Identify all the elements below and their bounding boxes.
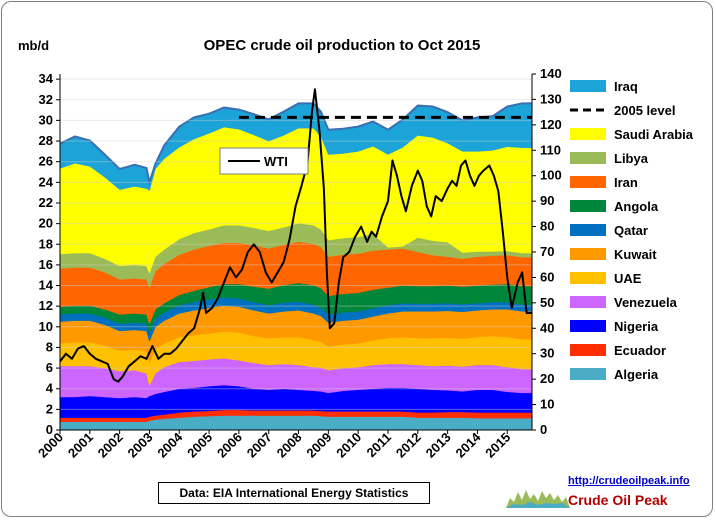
y-tick-label: 30: [39, 112, 53, 127]
y2-tick-label: 20: [540, 371, 554, 386]
x-tick-label: 2008: [274, 430, 305, 461]
legend-label-nigeria: Nigeria: [614, 319, 659, 334]
y2-tick-label: 30: [540, 346, 554, 361]
y-tick-label: 20: [39, 216, 53, 231]
x-tick-label: 2014: [452, 429, 484, 461]
y-tick-label: 0: [46, 422, 53, 437]
x-tick-label: 2011: [364, 430, 395, 461]
y-tick-label: 4: [46, 381, 54, 396]
y-axis-label: mb/d: [18, 38, 49, 53]
x-tick-label: 2015: [482, 430, 513, 461]
y2-tick-label: 70: [540, 244, 554, 259]
legend-swatch-libya: [570, 152, 606, 164]
y-tick-label: 12: [39, 298, 53, 313]
y2-tick-label: 120: [540, 117, 562, 132]
chart-title: OPEC crude oil production to Oct 2015: [204, 37, 481, 54]
x-tick-label: 2013: [423, 430, 454, 461]
y2-tick-label: 50: [540, 295, 554, 310]
site-name: Crude Oil Peak: [568, 492, 668, 508]
legend-swatch-iraq: [570, 80, 606, 92]
legend-label-qatar: Qatar: [614, 223, 648, 238]
y2-tick-label: 140: [540, 66, 562, 81]
y-tick-label: 34: [39, 71, 54, 86]
legend-label-venezuela: Venezuela: [614, 295, 678, 310]
wti-line: [59, 88, 532, 383]
legend-label-kuwait: Kuwait: [614, 247, 657, 262]
x-tick-label: 2003: [125, 430, 156, 461]
legend-label-ecuador: Ecuador: [614, 343, 666, 358]
legend: Iraq 2005 level Saudi Arabia Libya Iran Angol…: [570, 79, 694, 382]
y-tick-label: 26: [39, 154, 53, 169]
y2-tick-label: 110: [540, 142, 561, 157]
x-tick-label: 2001: [65, 430, 96, 461]
legend-swatch-saudi-arabia: [570, 128, 606, 140]
y-tick-label: 10: [39, 319, 53, 334]
y2-tick-label: 90: [540, 193, 554, 208]
y-tick-label: 16: [39, 257, 53, 272]
x-tick-label: 2009: [303, 430, 334, 461]
y-tick-label: 22: [39, 195, 53, 210]
y2-tick-label: 60: [540, 269, 554, 284]
legend-label-iraq: Iraq: [614, 79, 638, 94]
legend-label-uae: UAE: [614, 271, 642, 286]
legend-swatch-algeria: [570, 368, 606, 380]
legend-swatch-nigeria: [570, 320, 606, 332]
legend-label-iran: Iran: [614, 175, 638, 190]
y-tick-label: 6: [46, 360, 53, 375]
total-outline: [59, 102, 532, 187]
y2-tick-label: 100: [540, 168, 562, 183]
y-tick-label: 2: [46, 401, 53, 416]
source-note: Data: EIA International Energy Statistic…: [158, 482, 430, 504]
y2-tick-label: 80: [540, 219, 554, 234]
site-url-link[interactable]: http://crudeoilpeak.info: [568, 475, 690, 487]
legend-swatch-ecuador: [570, 344, 606, 356]
legend-swatch-iran: [570, 176, 606, 188]
wti-layer: [59, 88, 532, 383]
legend-label-2005-level: 2005 level: [614, 103, 675, 118]
x-tick-label: 2012: [393, 430, 424, 461]
x-tick-label: 2007: [244, 430, 275, 461]
legend-swatch-venezuela: [570, 296, 606, 308]
y-tick-label: 18: [39, 236, 53, 251]
x-tick-label: 2004: [154, 429, 186, 461]
x-tick-label: 2006: [214, 430, 245, 461]
x-tick-label: 2000: [35, 430, 66, 461]
y-tick-label: 8: [46, 339, 53, 354]
legend-swatch-kuwait: [570, 248, 606, 260]
legend-label-libya: Libya: [614, 151, 649, 166]
legend-label-angola: Angola: [614, 199, 659, 214]
legend-swatch-qatar: [570, 224, 606, 236]
y-tick-label: 14: [39, 278, 54, 293]
oil-field-logo-icon: [506, 490, 570, 508]
y-tick-label: 32: [39, 92, 53, 107]
legend-swatch-angola: [570, 200, 606, 212]
y2-tick-label: 10: [540, 397, 554, 412]
y-tick-label: 28: [39, 133, 53, 148]
legend-label-algeria: Algeria: [614, 367, 659, 382]
x-tick-label: 2005: [184, 430, 215, 461]
y2-tick-label: 40: [540, 320, 554, 335]
x-tick-label: 2010: [333, 430, 364, 461]
y2-tick-label: 130: [540, 91, 562, 106]
wti-legend-label: WTI: [264, 154, 288, 169]
y2-tick-label: 0: [540, 422, 547, 437]
legend-swatch-uae: [570, 272, 606, 284]
x-tick-label: 2002: [95, 430, 126, 461]
legend-label-saudi-arabia: Saudi Arabia: [614, 127, 694, 142]
wti-legend: WTI: [219, 147, 309, 175]
y-tick-label: 24: [39, 174, 54, 189]
